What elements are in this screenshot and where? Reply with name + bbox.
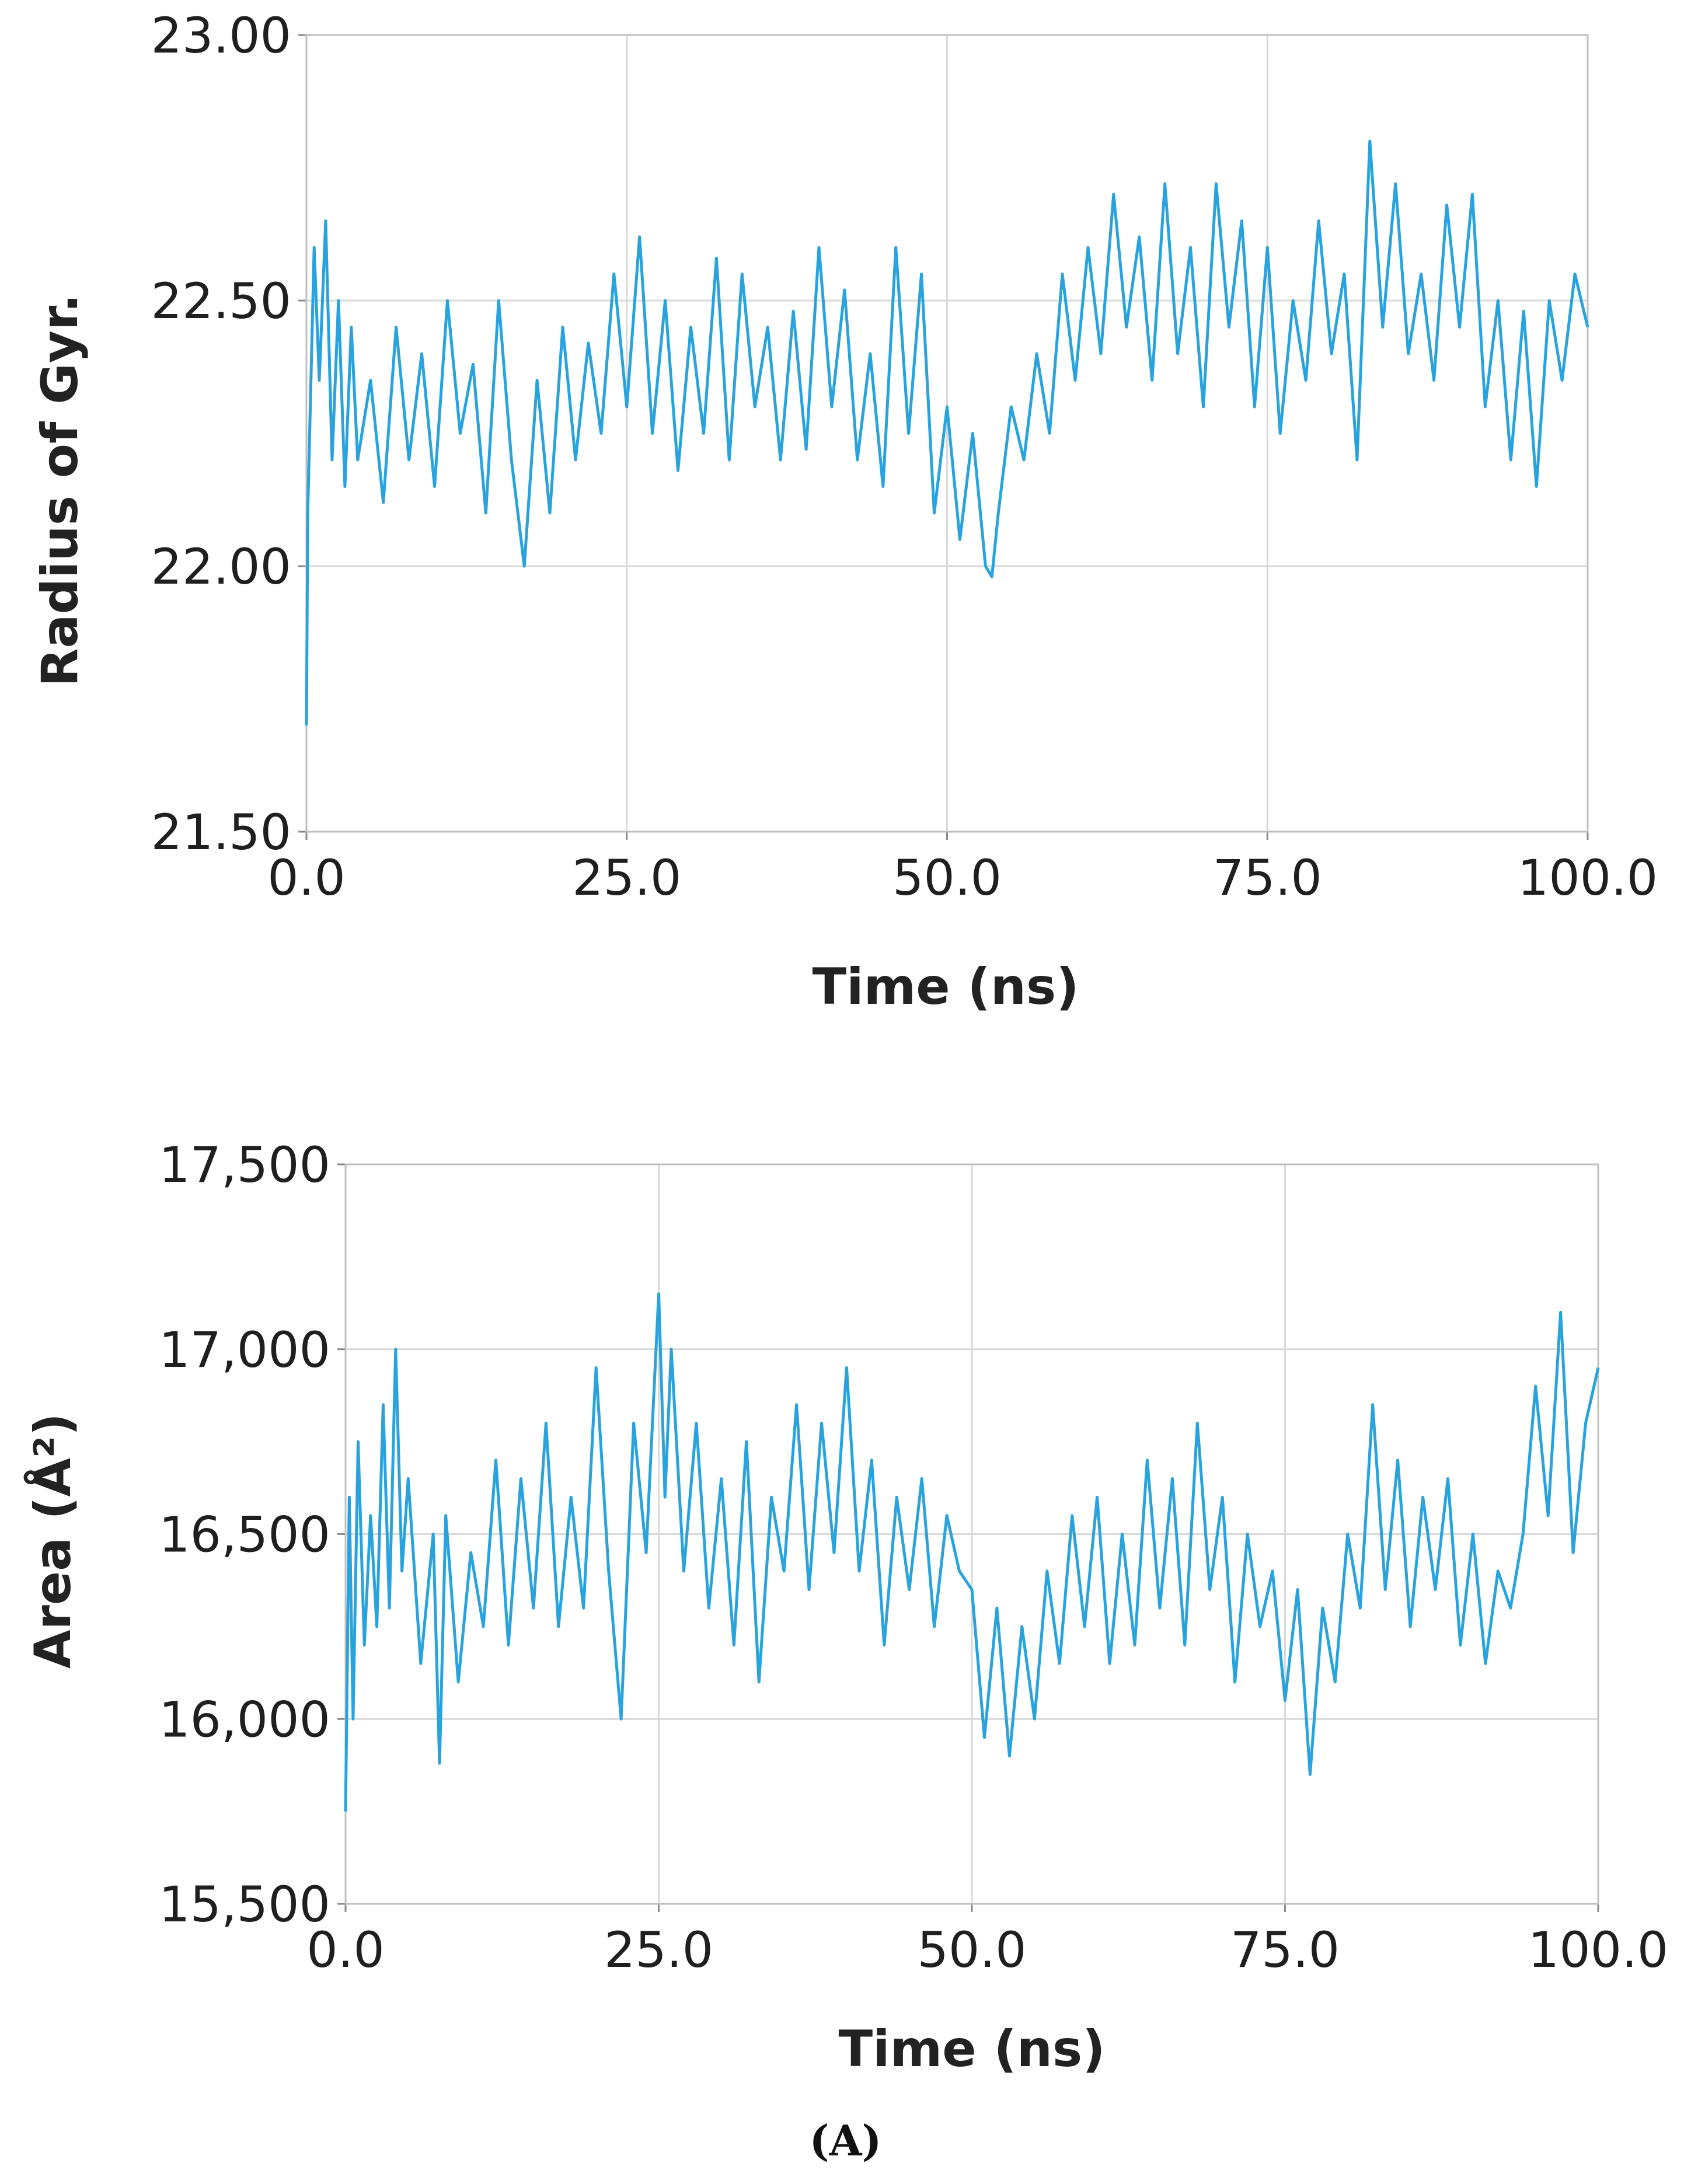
chart-0-ytick-label-1: 22.00 [151, 538, 291, 595]
chart-1-ytick-label-1: 16,000 [159, 1691, 330, 1748]
chart-1-frame [344, 1163, 1599, 1905]
chart-1-ytick-label-0: 15,500 [159, 1876, 330, 1933]
chart-0-plot: 0.0 25.0 50.0 75.0 100.0 21.50 22.00 22.50 23.00 [151, 7, 1658, 906]
chart-0-series-0-line [305, 139, 1589, 726]
chart-0-xlabel: Time (ns) [812, 958, 1079, 1016]
chart-0-xtick-label-0: 0.0 [267, 849, 346, 906]
chart-0-xtick-label-1: 25.0 [572, 849, 681, 906]
chart-0-ytick-label-2: 22.50 [151, 273, 291, 330]
radius-of-gyration-chart: 0.0 25.0 50.0 75.0 100.0 21.50 22.00 22.50 23.00… [31, 7, 1658, 1016]
chart-1-xtick-label-3: 75.0 [1230, 1921, 1340, 1979]
chart-0-xtick-label-2: 50.0 [892, 849, 1002, 906]
chart-0-ytick-label-3: 23.00 [151, 7, 291, 64]
chart-1-ylabel: Area (Å²) [24, 1413, 82, 1669]
chart-1-series-0-line [344, 1292, 1600, 1812]
chart-0-ylabel: Radius of Gyr. [31, 294, 89, 687]
chart-1-ytick-label-3: 17,000 [159, 1321, 330, 1379]
chart-1-plot: 0.0 25.0 50.0 75.0 100.0 15,500 16,000 16,500 17… [159, 1136, 1668, 1979]
chart-0-frame [305, 34, 1589, 833]
chart-1-xtick-label-4: 100.0 [1528, 1921, 1668, 1979]
chart-0-xtick-label-3: 75.0 [1213, 849, 1322, 906]
chart-1-xtick-label-1: 25.0 [604, 1921, 713, 1979]
chart-1-xtick-label-0: 0.0 [306, 1921, 385, 1979]
chart-1-ytick-label-2: 16,500 [159, 1506, 330, 1564]
panel-caption: (A) [809, 2116, 882, 2165]
area-chart: 0.0 25.0 50.0 75.0 100.0 15,500 16,000 16,500 17… [24, 1136, 1668, 2078]
chart-1-ytick-label-4: 17,500 [159, 1136, 330, 1194]
chart-0-ytick-label-0: 21.50 [151, 804, 291, 861]
chart-0-xtick-label-4: 100.0 [1518, 849, 1658, 906]
chart-1-xtick-label-2: 50.0 [917, 1921, 1026, 1979]
chart-1-xlabel: Time (ns) [838, 2020, 1105, 2078]
